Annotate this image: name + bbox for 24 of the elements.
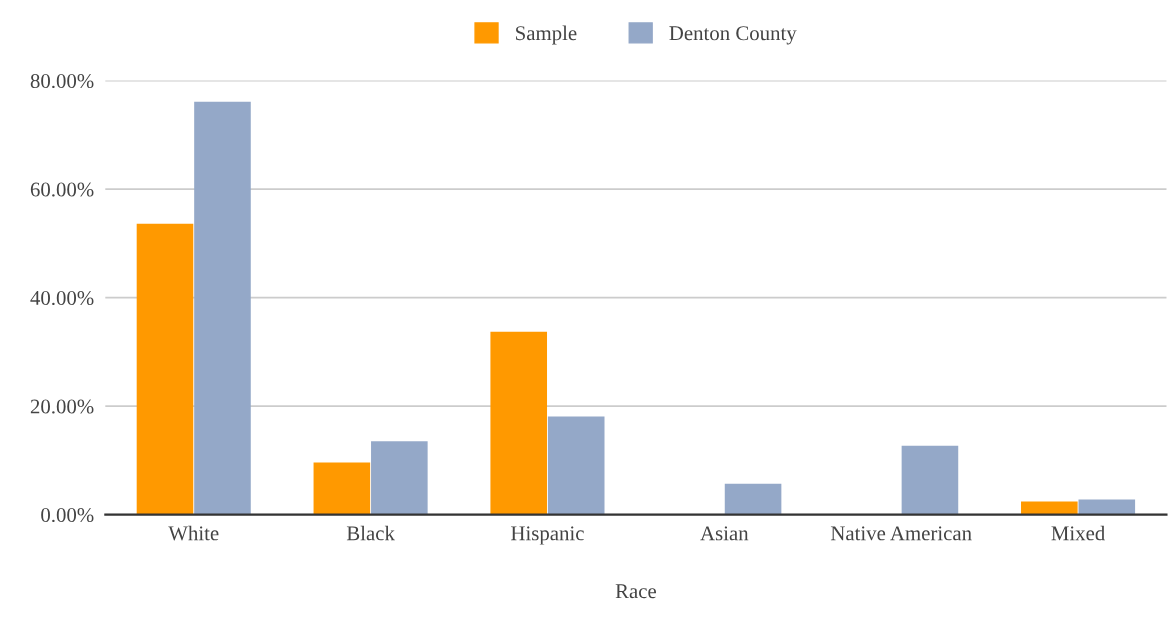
bar <box>371 441 428 515</box>
x-tick-label: Mixed <box>1051 525 1105 541</box>
x-tick-label: Black <box>346 525 395 541</box>
y-tick-label: 60.00% <box>30 182 94 197</box>
x-axis-title: Race <box>615 584 656 599</box>
y-tick-label: 80.00% <box>30 73 94 89</box>
bar <box>313 462 371 515</box>
bar <box>1078 499 1136 515</box>
bar <box>136 223 194 515</box>
bar <box>1021 501 1078 515</box>
y-tick-label: 20.00% <box>30 399 94 414</box>
y-tick-label: 0.00% <box>41 507 94 523</box>
bar <box>724 483 782 515</box>
legend-label: Denton County <box>669 26 797 45</box>
x-tick-label: Asian <box>700 526 749 541</box>
x-tick-label: White <box>168 525 219 541</box>
x-tick-label: Native American <box>830 526 972 541</box>
x-tick-label: Hispanic <box>511 526 584 545</box>
bar <box>901 445 959 515</box>
bar <box>490 331 548 515</box>
bar <box>547 416 605 515</box>
legend-label: Sample <box>516 25 577 45</box>
y-tick-label: 40.00% <box>30 290 94 306</box>
bar <box>194 101 251 515</box>
